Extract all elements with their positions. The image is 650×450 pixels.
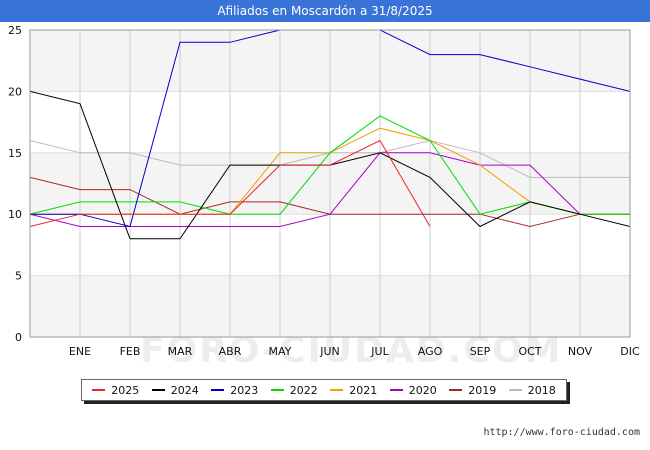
source-url: http://www.foro-ciudad.com: [483, 427, 640, 438]
legend-item-2020: 2020: [389, 383, 437, 397]
series-line-2025: [30, 139, 431, 227]
legend-item-2024: 2024: [151, 383, 199, 397]
y-tick-label: 5: [15, 270, 22, 283]
x-tick-label: JUL: [370, 345, 389, 358]
plot-border: [29, 29, 631, 338]
x-tick-label: OCT: [518, 345, 541, 358]
legend-swatch: [270, 389, 284, 391]
legend-item-2018: 2018: [508, 383, 556, 397]
x-tick-label: FEB: [120, 345, 141, 358]
legend: 2025 2024 2023 2022 2021 2020 2019 2018: [81, 379, 567, 401]
x-tick-label: MAY: [269, 345, 292, 358]
x-tick-label: NOV: [568, 345, 593, 358]
legend-swatch: [92, 389, 106, 391]
x-tick-label: SEP: [470, 345, 491, 358]
legend-label: 2024: [170, 383, 199, 397]
legend-item-2023: 2023: [211, 384, 258, 397]
legend-label: 2020: [408, 383, 437, 397]
y-tick-label: 20: [8, 85, 22, 98]
legend-item-2019: 2019: [449, 384, 496, 397]
x-tick-label: MAR: [168, 345, 193, 358]
legend-item-2021: 2021: [330, 384, 377, 397]
legend-swatch: [211, 389, 225, 391]
legend-swatch: [449, 389, 463, 391]
series-line-2023: [30, 30, 630, 228]
legend-label: 2021: [349, 383, 378, 397]
legend-swatch: [508, 389, 522, 391]
y-tick-label: 15: [8, 147, 22, 160]
legend-label: 2019: [468, 383, 497, 397]
axes: 0 5 10 15 20 25 ENE FEB MAR ABR MAY JUN JUL AGO SEP OCT…: [8, 24, 640, 358]
x-tick-label: JUN: [319, 345, 340, 358]
legend-label: 2018: [527, 383, 556, 397]
x-tick-label: ABR: [219, 345, 242, 358]
legend-item-2025: 2025: [92, 384, 139, 397]
legend-swatch: [151, 389, 165, 391]
y-tick-label: 10: [8, 208, 22, 221]
series-lines: [30, 30, 630, 240]
legend-swatch: [330, 389, 344, 391]
legend-label: 2022: [289, 383, 318, 397]
y-tick-label: 0: [15, 331, 22, 344]
x-tick-label: DIC: [620, 345, 640, 358]
x-tick-label: ENE: [69, 345, 91, 358]
chart-title: Afiliados en Moscardón a 31/8/2025: [0, 0, 650, 22]
legend-item-2022: 2022: [270, 383, 318, 397]
legend-label: 2023: [230, 383, 259, 397]
x-tick-label: AGO: [418, 345, 443, 358]
legend-swatch: [389, 389, 403, 391]
legend-label: 2025: [111, 383, 140, 397]
y-tick-label: 25: [8, 24, 22, 37]
